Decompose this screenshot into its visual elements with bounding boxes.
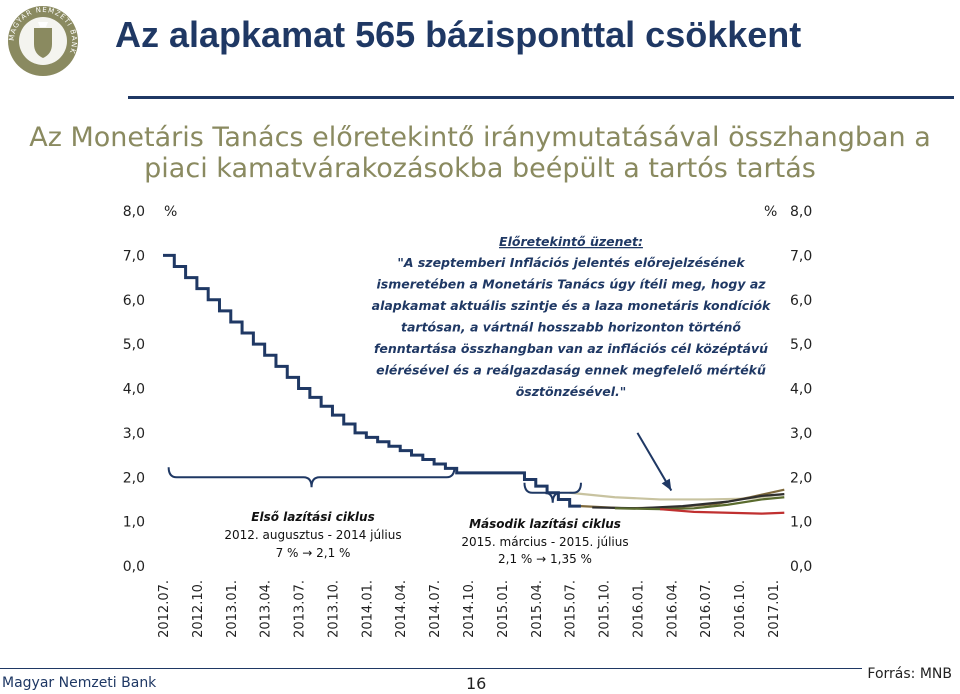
message-title: Előretekintő üzenet: — [499, 234, 643, 249]
x-tick-9: 2014.10. — [462, 580, 477, 638]
y-unit-left: % — [164, 204, 177, 220]
y-tick-right-4: 4,0 — [790, 382, 812, 398]
x-tick-1: 2012.10. — [191, 580, 206, 638]
cycle1-period: 2012. augusztus - 2014 július — [224, 528, 401, 542]
message-line-2: ismeretében a Monetáris Tanács úgy ítéli… — [376, 277, 766, 292]
footer-bank-name: Magyar Nemzeti Bank — [2, 675, 157, 691]
y-tick-left-8: 8,0 — [123, 204, 145, 220]
x-tick-3: 2013.04. — [259, 580, 274, 638]
page-title: Az alapkamat 565 bázisponttal csökkent — [115, 14, 802, 55]
message-line-5: fenntartása összhangban van az inflációs… — [374, 341, 768, 356]
message-line-4: tartósan, a vártnál hosszabb horizonton … — [401, 320, 741, 335]
y-tick-left-3: 3,0 — [123, 426, 145, 442]
brace-second-cycle — [523, 482, 582, 503]
y-tick-right-7: 7,0 — [790, 248, 812, 264]
y-tick-right-0: 0,0 — [790, 559, 812, 575]
x-tick-14: 2016.01. — [631, 580, 646, 638]
y-tick-left-5: 5,0 — [123, 337, 145, 353]
y-tick-right-3: 3,0 — [790, 426, 812, 442]
subtitle: Az Monetáris Tanács előretekintő iránymu… — [0, 122, 960, 184]
message-line-3: alapkamat aktuális szintje és a laza mon… — [372, 298, 771, 313]
y-tick-left-7: 7,0 — [123, 248, 145, 264]
y-unit-right: % — [764, 204, 777, 220]
y-tick-right-1: 1,0 — [790, 515, 812, 531]
base-rate-line — [163, 253, 581, 508]
x-tick-5: 2013.10. — [326, 580, 341, 638]
cycle2-range: 2,1 % → 1,35 % — [498, 552, 592, 566]
cycle1-title: Első lazítási ciklus — [251, 510, 374, 524]
y-tick-right-5: 5,0 — [790, 337, 812, 353]
y-tick-left-6: 6,0 — [123, 293, 145, 309]
y-tick-left-1: 1,0 — [123, 515, 145, 531]
page-number: 16 — [466, 674, 487, 693]
x-tick-6: 2014.01. — [360, 580, 375, 638]
x-tick-2: 2013.01. — [225, 580, 240, 638]
subtitle-line-1: Az Monetáris Tanács előretekintő iránymu… — [29, 122, 931, 153]
expectation-line-5 — [659, 508, 785, 515]
x-tick-16: 2016.07. — [699, 580, 714, 638]
x-tick-10: 2015.01. — [496, 580, 511, 638]
cycle2-title: Második lazítási ciklus — [469, 517, 621, 531]
message-line-1: "A szeptemberi Inflációs jelentés előrej… — [397, 255, 745, 270]
y-tick-right-2: 2,0 — [790, 470, 812, 486]
y-tick-right-6: 6,0 — [790, 293, 812, 309]
y-tick-left-4: 4,0 — [123, 382, 145, 398]
y-tick-right-8: 8,0 — [790, 204, 812, 220]
cycle2-period: 2015. március - 2015. július — [461, 535, 628, 549]
subtitle-line-2: piaci kamatvárakozásokba beépült a tartó… — [144, 153, 816, 184]
message-line-7: ösztönzésével." — [516, 384, 627, 399]
cycle1-range: 7 % → 2,1 % — [276, 546, 351, 560]
x-tick-13: 2015.10. — [598, 580, 613, 638]
x-tick-11: 2015.04. — [530, 580, 545, 638]
x-tick-17: 2016.10. — [733, 580, 748, 638]
message-line-6: elérésével és a reálgazdaság ennek megfe… — [376, 363, 766, 378]
x-tick-0: 2012.07. — [157, 580, 172, 638]
x-tick-8: 2014.07. — [428, 580, 443, 638]
source-note: Forrás: MNB — [867, 666, 952, 682]
arrow-shaft — [636, 432, 673, 492]
x-tick-7: 2014.04. — [394, 580, 409, 638]
y-tick-left-2: 2,0 — [123, 470, 145, 486]
expectation-line-4 — [614, 496, 785, 511]
x-tick-15: 2016.04. — [665, 580, 680, 638]
title-divider — [128, 96, 954, 99]
x-tick-12: 2015.07. — [564, 580, 579, 638]
footer-divider — [0, 668, 862, 669]
arrow-head — [661, 478, 672, 491]
x-tick-4: 2013.07. — [293, 580, 308, 638]
mnb-seal-icon: MAGYAR NEMZETI BANK — [8, 6, 78, 76]
y-tick-left-0: 0,0 — [123, 559, 145, 575]
base-rate-chart: 0,0 0,0 1,0 1,0 2,0 2,0 3,0 3,0 4,0 4,0 5,0 5,0 6,0 6… — [123, 204, 813, 638]
x-tick-18: 2017.01. — [767, 580, 782, 638]
brace-first-cycle — [167, 467, 456, 488]
